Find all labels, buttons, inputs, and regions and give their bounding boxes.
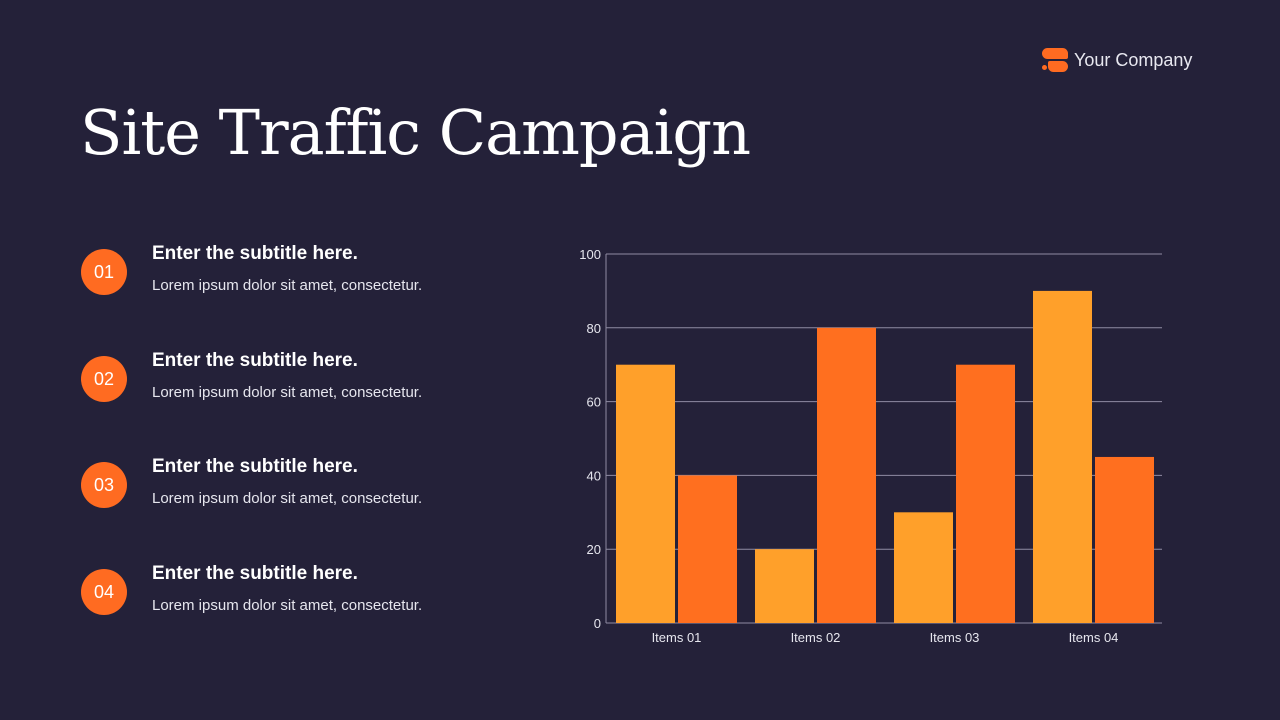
item-text: Lorem ipsum dolor sit amet, consectetur. bbox=[152, 277, 423, 294]
item-number-badge: 04 bbox=[81, 569, 127, 615]
bar bbox=[1095, 456, 1154, 623]
bar bbox=[755, 549, 814, 623]
x-tick-label: Items 04 bbox=[1069, 630, 1119, 645]
x-tick-label: Items 03 bbox=[930, 630, 980, 645]
y-tick-label: 0 bbox=[594, 616, 601, 631]
bar bbox=[678, 475, 737, 623]
company-name: Your Company bbox=[1074, 49, 1193, 70]
y-tick-label: 80 bbox=[587, 321, 601, 336]
bar bbox=[894, 512, 953, 623]
y-tick-label: 100 bbox=[579, 247, 601, 262]
item-subtitle: Enter the subtitle here. bbox=[152, 456, 358, 477]
x-tick-label: Items 02 bbox=[791, 630, 841, 645]
list-item: 04 Enter the subtitle here. Lorem ipsum d… bbox=[81, 563, 422, 615]
item-subtitle: Enter the subtitle here. bbox=[152, 563, 358, 584]
y-tick-label: 60 bbox=[587, 395, 601, 410]
item-subtitle: Enter the subtitle here. bbox=[152, 243, 358, 264]
bar bbox=[616, 364, 675, 623]
company-logo: Your Company bbox=[1042, 48, 1192, 72]
bar bbox=[817, 327, 876, 623]
bar bbox=[956, 364, 1015, 623]
list-item: 01 Enter the subtitle here. Lorem ipsum d… bbox=[81, 243, 422, 295]
list-item: 03 Enter the subtitle here. Lorem ipsum d… bbox=[81, 456, 422, 508]
y-tick-label: 20 bbox=[587, 542, 601, 557]
company-logo-icon bbox=[1042, 48, 1068, 72]
item-number-badge: 01 bbox=[81, 249, 127, 295]
item-number-badge: 02 bbox=[81, 356, 127, 402]
y-tick-label: 40 bbox=[587, 468, 601, 483]
x-tick-label: Items 01 bbox=[652, 630, 702, 645]
item-text: Lorem ipsum dolor sit amet, consectetur. bbox=[152, 597, 423, 614]
item-number-badge: 03 bbox=[81, 462, 127, 508]
item-text: Lorem ipsum dolor sit amet, consectetur. bbox=[152, 490, 423, 507]
list-item: 02 Enter the subtitle here. Lorem ipsum d… bbox=[81, 350, 422, 402]
page-title: Site Traffic Campaign bbox=[80, 96, 751, 169]
item-text: Lorem ipsum dolor sit amet, consectetur. bbox=[152, 384, 423, 401]
bar bbox=[1033, 290, 1092, 623]
item-subtitle: Enter the subtitle here. bbox=[152, 350, 358, 371]
